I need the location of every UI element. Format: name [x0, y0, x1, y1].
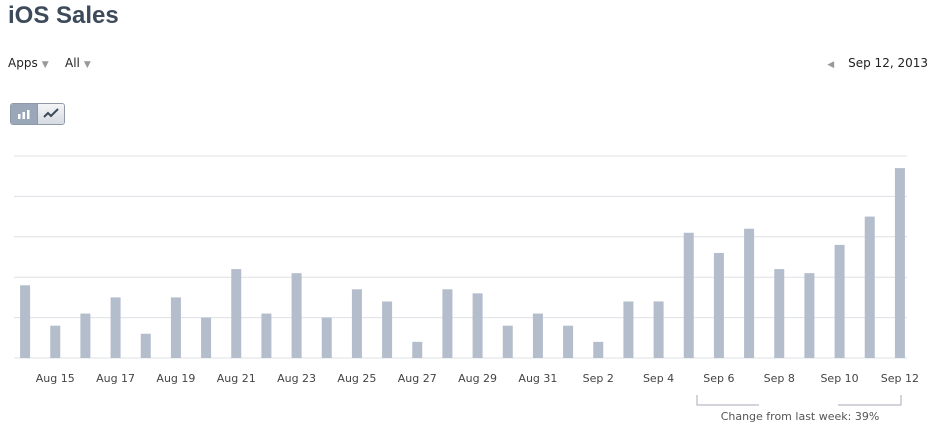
- x-tick-label: Sep 12: [881, 372, 919, 385]
- bar: [502, 325, 513, 358]
- chart-toggle: [10, 103, 65, 125]
- bar: [80, 313, 91, 358]
- bar: [170, 297, 181, 358]
- x-tick-label: Sep 4: [643, 372, 674, 385]
- bar: [774, 269, 785, 358]
- bar: [291, 273, 302, 358]
- x-tick-label: Aug 31: [518, 372, 557, 385]
- bar-view-button[interactable]: [11, 104, 37, 124]
- bar: [382, 301, 393, 358]
- x-tick-label: Aug 15: [36, 372, 75, 385]
- bar: [442, 289, 453, 358]
- scope-filter[interactable]: All ▼: [65, 56, 91, 70]
- bar: [412, 341, 423, 358]
- bracket: [838, 395, 902, 406]
- bar: [532, 313, 543, 358]
- bar: [744, 228, 755, 358]
- x-tick-label: Sep 8: [764, 372, 795, 385]
- x-tick-label: Aug 25: [337, 372, 376, 385]
- x-tick-label: Sep 6: [703, 372, 734, 385]
- x-tick-label: Sep 2: [583, 372, 614, 385]
- bar: [201, 317, 212, 358]
- filter-label: Apps: [8, 56, 38, 70]
- bar: [623, 301, 634, 358]
- x-tick-label: Aug 17: [96, 372, 135, 385]
- bar: [653, 301, 664, 358]
- x-tick-label: Sep 10: [820, 372, 858, 385]
- bar: [50, 325, 61, 358]
- bar: [20, 285, 31, 358]
- bar: [351, 289, 362, 358]
- filter-label: All: [65, 56, 80, 70]
- bar: [683, 232, 694, 358]
- date-picker: ◀ Sep 12, 2013: [827, 56, 928, 70]
- bar: [713, 252, 724, 358]
- x-tick-label: Aug 21: [217, 372, 256, 385]
- bar: [804, 273, 815, 358]
- x-tick-label: Aug 19: [156, 372, 195, 385]
- bar: [834, 244, 845, 358]
- page-title: iOS Sales: [8, 2, 119, 29]
- bar: [864, 216, 875, 358]
- bar: [110, 297, 121, 358]
- x-tick-label: Aug 27: [398, 372, 437, 385]
- bar: [563, 325, 574, 358]
- bar: [321, 317, 332, 358]
- change-annotation: Change from last week: 39%: [721, 410, 880, 422]
- x-tick-label: Aug 29: [458, 372, 497, 385]
- bracket: [696, 395, 759, 406]
- line-view-button[interactable]: [37, 104, 64, 124]
- bar: [231, 269, 242, 358]
- bar: [593, 341, 604, 358]
- x-tick-label: Aug 23: [277, 372, 316, 385]
- app-filter[interactable]: Apps ▼: [8, 56, 49, 70]
- date-label: Sep 12, 2013: [848, 56, 928, 70]
- bar: [261, 313, 272, 358]
- bar: [894, 168, 905, 358]
- bar: [472, 293, 483, 358]
- bar: [140, 333, 151, 358]
- prev-date[interactable]: ◀: [827, 60, 835, 70]
- chart: Change from last week: 39% Aug 15 Aug 17 A…: [14, 155, 919, 422]
